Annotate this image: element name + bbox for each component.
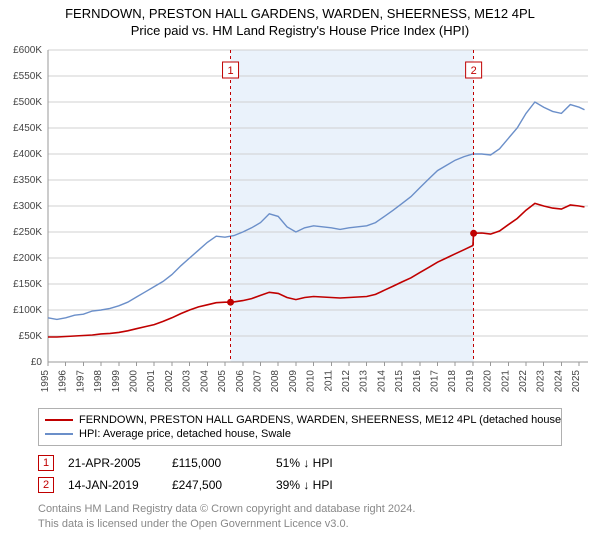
- footer-line: This data is licensed under the Open Gov…: [38, 517, 562, 532]
- svg-text:1997: 1997: [75, 370, 86, 393]
- svg-text:1996: 1996: [58, 370, 69, 393]
- svg-text:2014: 2014: [376, 370, 387, 393]
- svg-text:2009: 2009: [288, 370, 299, 393]
- svg-text:£100K: £100K: [13, 305, 42, 316]
- svg-text:2024: 2024: [553, 370, 564, 393]
- legend-swatch: [45, 433, 73, 435]
- legend-item: FERNDOWN, PRESTON HALL GARDENS, WARDEN, …: [45, 413, 555, 427]
- svg-text:£500K: £500K: [13, 97, 42, 108]
- svg-text:£300K: £300K: [13, 201, 42, 212]
- svg-text:2004: 2004: [199, 370, 210, 393]
- legend-swatch: [45, 419, 73, 421]
- footer-line: Contains HM Land Registry data © Crown c…: [38, 502, 562, 517]
- event-badge: 1: [38, 455, 54, 471]
- chart-title: FERNDOWN, PRESTON HALL GARDENS, WARDEN, …: [0, 0, 600, 21]
- svg-text:2021: 2021: [500, 370, 511, 393]
- svg-text:2022: 2022: [518, 370, 529, 393]
- svg-text:2012: 2012: [341, 370, 352, 393]
- svg-text:£550K: £550K: [13, 71, 42, 82]
- svg-text:1999: 1999: [111, 370, 122, 393]
- svg-text:£350K: £350K: [13, 175, 42, 186]
- svg-text:£50K: £50K: [19, 331, 43, 342]
- legend-label: HPI: Average price, detached house, Swal…: [79, 428, 291, 440]
- event-date: 21-APR-2005: [68, 456, 158, 470]
- svg-text:2008: 2008: [270, 370, 281, 393]
- svg-text:2006: 2006: [235, 370, 246, 393]
- svg-text:1: 1: [227, 65, 233, 77]
- line-chart: £0 £50K £100K £150K £200K £250K £300K £350K £400…: [0, 42, 600, 402]
- svg-text:£600K: £600K: [13, 45, 42, 56]
- event-marker-row: 1 21-APR-2005 £115,000 51% ↓ HPI: [38, 452, 562, 474]
- chart-container: { "title": "FERNDOWN, PRESTON HALL GARDE…: [0, 0, 600, 560]
- svg-text:2015: 2015: [394, 370, 405, 393]
- svg-text:2017: 2017: [430, 370, 441, 393]
- svg-text:1998: 1998: [93, 370, 104, 393]
- legend-label: FERNDOWN, PRESTON HALL GARDENS, WARDEN, …: [79, 414, 562, 426]
- event-price: £115,000: [172, 456, 262, 470]
- svg-text:2023: 2023: [536, 370, 547, 393]
- footer: Contains HM Land Registry data © Crown c…: [38, 502, 562, 532]
- svg-text:£400K: £400K: [13, 149, 42, 160]
- svg-text:2000: 2000: [129, 370, 140, 393]
- event-price: £247,500: [172, 478, 262, 492]
- svg-text:2005: 2005: [217, 370, 228, 393]
- svg-text:2010: 2010: [306, 370, 317, 393]
- event-marker-row: 2 14-JAN-2019 £247,500 39% ↓ HPI: [38, 474, 562, 496]
- event-pct: 51% ↓ HPI: [276, 456, 366, 470]
- svg-text:2025: 2025: [571, 370, 582, 393]
- svg-text:2018: 2018: [447, 370, 458, 393]
- legend-item: HPI: Average price, detached house, Swal…: [45, 427, 555, 441]
- svg-text:2019: 2019: [465, 370, 476, 393]
- svg-text:2007: 2007: [252, 370, 263, 393]
- svg-text:1995: 1995: [40, 370, 51, 393]
- svg-text:£250K: £250K: [13, 227, 42, 238]
- svg-text:2003: 2003: [182, 370, 193, 393]
- svg-text:£0: £0: [31, 357, 43, 368]
- svg-text:2011: 2011: [323, 370, 334, 392]
- svg-text:2013: 2013: [359, 370, 370, 393]
- svg-text:2001: 2001: [146, 370, 157, 393]
- event-markers-table: 1 21-APR-2005 £115,000 51% ↓ HPI 2 14-JA…: [38, 452, 562, 496]
- legend: FERNDOWN, PRESTON HALL GARDENS, WARDEN, …: [38, 408, 562, 446]
- svg-text:2: 2: [471, 65, 477, 77]
- event-pct: 39% ↓ HPI: [276, 478, 366, 492]
- svg-text:2016: 2016: [412, 370, 423, 393]
- event-badge: 2: [38, 477, 54, 493]
- svg-text:2002: 2002: [164, 370, 175, 393]
- svg-text:2020: 2020: [483, 370, 494, 393]
- svg-text:£150K: £150K: [13, 279, 42, 290]
- chart-subtitle: Price paid vs. HM Land Registry's House …: [0, 21, 600, 42]
- svg-text:£200K: £200K: [13, 253, 42, 264]
- event-date: 14-JAN-2019: [68, 478, 158, 492]
- svg-text:£450K: £450K: [13, 123, 42, 134]
